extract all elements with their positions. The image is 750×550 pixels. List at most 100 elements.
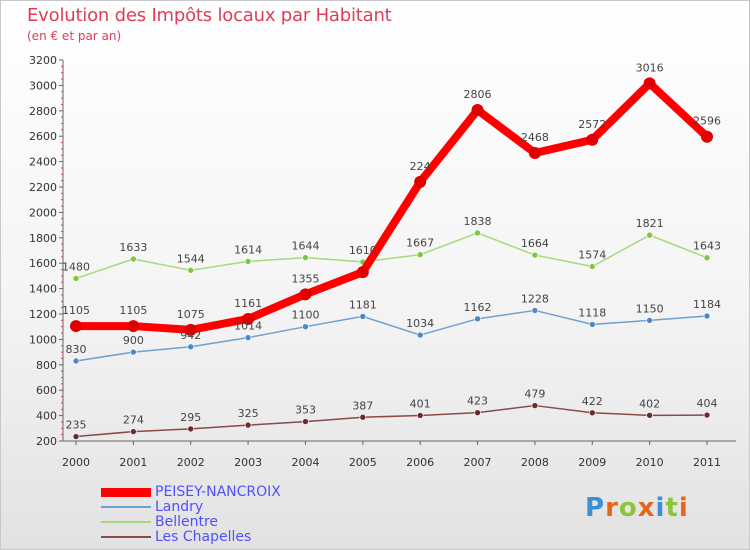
data-label: 1150	[636, 302, 664, 315]
x-tick-label: 2004	[291, 456, 319, 469]
x-tick-label: 2002	[177, 456, 205, 469]
series-line	[75, 232, 708, 280]
data-point	[701, 130, 713, 143]
data-point	[528, 146, 541, 159]
data-point	[130, 255, 137, 263]
data-label: 1075	[177, 308, 205, 321]
data-label: 1161	[234, 297, 262, 310]
data-point	[416, 331, 424, 339]
data-label: 1118	[578, 306, 606, 319]
data-label: 1643	[693, 240, 721, 253]
legend-label: PEISEY-NANCROIX	[155, 484, 281, 500]
data-point	[643, 77, 656, 90]
data-label: 1614	[234, 243, 262, 256]
y-tick-label: 1400	[29, 283, 57, 296]
data-point	[586, 133, 599, 146]
data-label: 1544	[177, 252, 205, 265]
chart-title: Evolution des Impôts locaux par Habitant	[27, 5, 392, 26]
logo-letter: r	[605, 493, 619, 523]
y-tick-label: 2000	[29, 206, 57, 219]
data-point	[646, 317, 653, 324]
data-point	[414, 175, 427, 188]
data-label: 1644	[291, 240, 319, 253]
data-label: 2806	[464, 88, 492, 101]
data-label: 2572	[578, 118, 606, 131]
data-point	[474, 315, 481, 323]
data-point	[703, 312, 711, 320]
x-tick-label: 2007	[464, 456, 492, 469]
logo-letter: o	[618, 493, 638, 523]
logo-letter: P	[585, 493, 606, 523]
x-tick-label: 2006	[406, 456, 434, 469]
y-tick-label: 3200	[29, 54, 57, 67]
series-line	[72, 79, 711, 334]
data-point	[646, 231, 653, 239]
data-label: 325	[238, 407, 259, 420]
data-label: 1667	[406, 237, 434, 250]
y-tick-label: 1200	[29, 308, 57, 321]
data-point	[416, 412, 424, 419]
data-point	[703, 254, 711, 262]
y-tick-label: 2800	[29, 105, 57, 118]
data-point	[244, 258, 252, 265]
data-point	[703, 411, 711, 419]
data-label: 1838	[464, 215, 492, 228]
data-label: 2468	[521, 131, 549, 144]
data-label: 295	[180, 411, 201, 424]
data-label: 423	[467, 395, 488, 408]
data-label: 1228	[521, 292, 549, 305]
data-point	[474, 229, 481, 237]
x-tick-label: 2000	[62, 456, 90, 469]
data-label: 900	[123, 334, 144, 347]
legend-swatch	[101, 506, 151, 508]
data-label: 1821	[636, 217, 664, 230]
y-tick-label: 200	[36, 435, 57, 448]
y-tick-label: 600	[36, 384, 57, 397]
data-label: 1355	[291, 272, 319, 285]
data-point	[588, 409, 596, 417]
y-tick-label: 1000	[29, 333, 57, 346]
x-tick-label: 2005	[349, 456, 377, 469]
data-point	[416, 251, 424, 258]
data-point	[359, 413, 367, 421]
data-point	[356, 266, 369, 279]
series-line	[75, 309, 708, 362]
legend-label: Bellentre	[155, 514, 219, 530]
x-tick-label: 2009	[578, 456, 606, 469]
data-point	[302, 323, 309, 331]
data-point	[531, 402, 539, 409]
data-label: 401	[410, 397, 431, 410]
data-label: 830	[66, 343, 87, 356]
data-point	[302, 254, 309, 261]
data-label: 1105	[62, 304, 90, 317]
data-point	[184, 323, 197, 336]
data-label: 404	[697, 397, 718, 410]
data-label: 1162	[464, 301, 492, 314]
data-point	[302, 418, 309, 425]
y-tick-label: 1800	[29, 232, 57, 245]
data-label: 479	[524, 388, 545, 401]
data-point	[72, 433, 80, 440]
data-point	[244, 421, 252, 429]
data-label: 1014	[234, 320, 262, 333]
data-point	[127, 320, 140, 333]
x-tick-label: 2008	[521, 456, 549, 469]
legend-swatch	[101, 487, 151, 497]
y-tick-label: 400	[36, 410, 57, 423]
y-tick-label: 2400	[29, 156, 57, 169]
data-point	[70, 320, 82, 333]
data-label: 1105	[119, 304, 147, 317]
data-point	[244, 334, 252, 341]
data-point	[130, 428, 137, 435]
proxiti-logo: Proxiti	[585, 493, 689, 523]
legend-label: Les Chapelles	[155, 529, 252, 545]
x-tick-label: 2003	[234, 456, 262, 469]
data-point	[531, 251, 539, 259]
data-label: 1480	[62, 260, 90, 273]
data-point	[359, 313, 367, 320]
data-point	[187, 267, 195, 274]
data-label: 3016	[636, 61, 664, 74]
y-tick-label: 2600	[29, 130, 57, 143]
